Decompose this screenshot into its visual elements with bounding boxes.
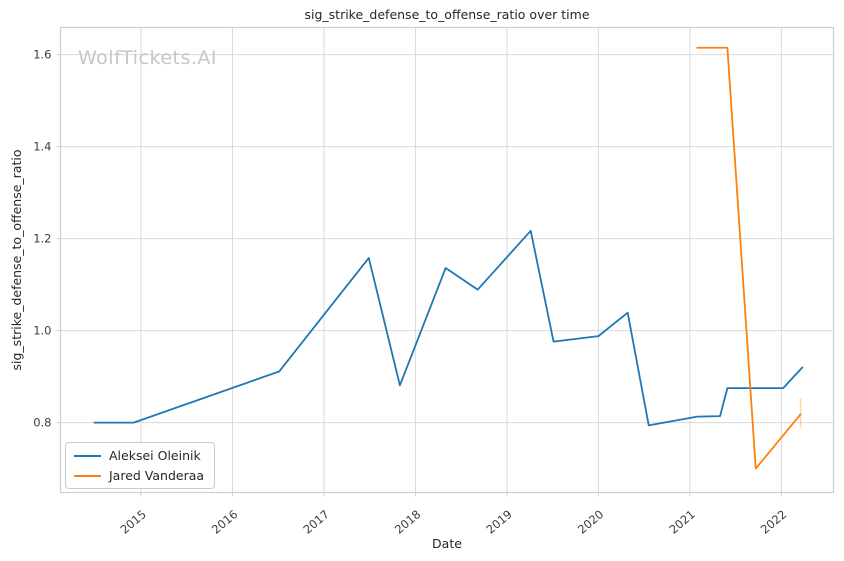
y-tick-label: 1.4 xyxy=(33,140,51,154)
legend-line-swatch-blue xyxy=(74,454,101,457)
y-tick-label: 1.6 xyxy=(33,48,51,62)
watermark: WolfTickets.AI xyxy=(78,47,218,69)
legend-label: Jared Vanderaa xyxy=(109,468,205,483)
x-tick-label: 2022 xyxy=(758,507,789,537)
y-tick-label: 1.0 xyxy=(33,324,51,338)
series-line-aleksei-oleinik xyxy=(93,229,804,427)
x-tick-label: 2015 xyxy=(118,507,149,537)
x-tick-label: 2016 xyxy=(209,507,240,537)
x-tick-label: 2021 xyxy=(666,507,697,537)
legend-line-swatch-orange xyxy=(74,474,101,477)
x-axis-label: Date xyxy=(432,536,462,551)
series-line-jared-vanderaa xyxy=(696,46,802,470)
legend-item-jared-vanderaa: Jared Vanderaa xyxy=(74,468,204,483)
legend: Aleksei Oleinik Jared Vanderaa xyxy=(65,442,216,489)
plot-border xyxy=(59,26,835,494)
y-tick-label: 1.2 xyxy=(33,232,51,246)
chart-title: sig_strike_defense_to_offense_ratio over… xyxy=(304,7,590,22)
x-tick-label: 2018 xyxy=(392,507,423,537)
legend-item-aleksei-oleinik: Aleksei Oleinik xyxy=(74,448,204,463)
x-tick-label: 2020 xyxy=(575,507,606,537)
y-tick-label: 0.8 xyxy=(33,416,51,430)
x-tick-label: 2019 xyxy=(483,507,514,537)
y-axis-label: sig_strike_defense_to_offense_ratio xyxy=(9,149,24,371)
legend-label: Aleksei Oleinik xyxy=(109,448,201,463)
x-tick-label: 2017 xyxy=(300,507,331,537)
